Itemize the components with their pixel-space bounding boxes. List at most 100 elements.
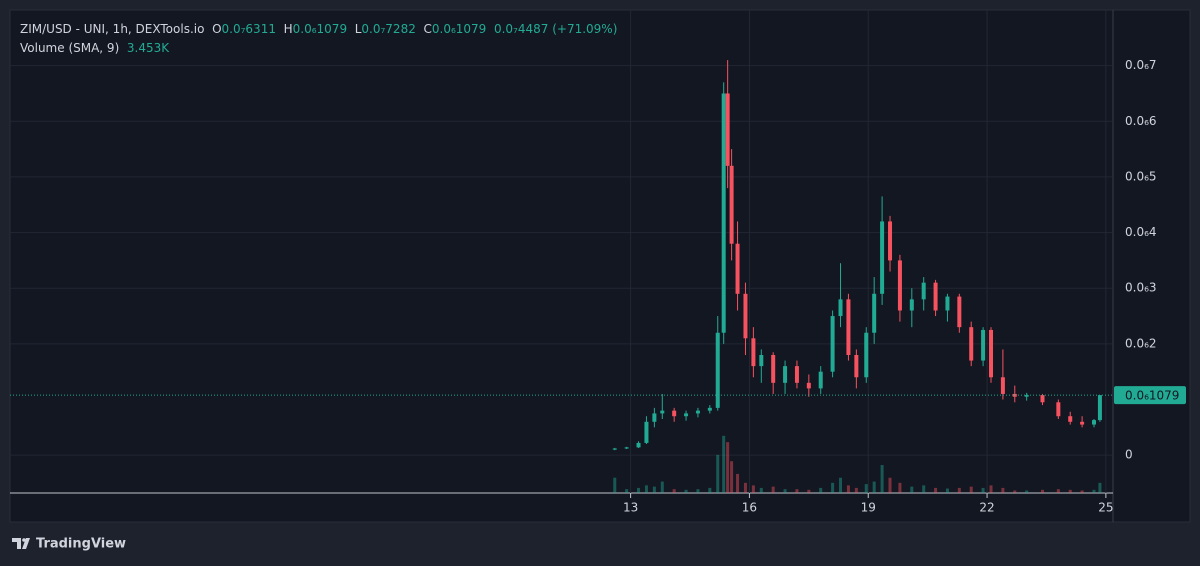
symbol: ZIM/USD - UNI, 1h, DEXTools.io [20,22,205,36]
candle-body [612,448,617,450]
volume-bar [1001,487,1005,493]
candle-body [909,299,914,311]
y-tick-label: 0.0₆7 [1125,58,1157,72]
volume-bar [644,485,648,493]
last-price-tag [1114,386,1186,405]
candle-body [888,221,893,261]
volume-bar [726,442,730,493]
volume-bar [637,487,641,493]
x-tick-label: 13 [623,501,638,515]
volume-bar [819,487,823,493]
x-tick-label: 25 [1098,501,1113,515]
volume-bar [1080,490,1084,493]
ohlc-value: 0.0₆1079 [292,22,348,36]
grid [10,10,1113,493]
volume-bar [672,489,676,493]
candle-body [981,329,986,361]
volume-bar [888,477,892,493]
volume [613,435,1102,493]
candle-body [846,299,851,355]
volume-bar [1092,489,1096,493]
y-tick-label: 0.0₆4 [1125,225,1157,239]
chart-frame [9,9,1191,523]
candle-body [880,221,885,294]
volume-bar [969,486,973,493]
candle-body [872,293,877,333]
legend-row: ZIM/USD - UNI, 1h, DEXTools.io O0.0₇6311… [20,20,617,39]
candle-body [624,447,629,449]
volume-bar [839,477,843,493]
volume-bar [1041,489,1045,493]
volume-bar [880,465,884,493]
candle-body [1080,421,1085,425]
x-tick-label: 22 [979,501,994,515]
volume-bar [625,489,629,493]
volume-bar [898,482,902,493]
y-tick-label: 0.0₆2 [1125,336,1157,350]
candle-body [794,366,799,383]
candle-body [830,316,835,372]
candle-body [729,165,734,244]
volume-bar [1056,489,1060,493]
candle-body [1000,377,1005,394]
volume-bar [795,489,799,493]
volume-value: 3.453K [126,41,170,55]
candle-body [735,243,740,294]
legend-row: Volume (SMA, 9) 3.453K [20,39,617,58]
candle-body [743,293,748,339]
candle-body [806,382,811,389]
candle-body [957,296,962,328]
brand-logo-dot [22,538,26,542]
volume-bar [854,487,858,493]
y-tick-label: 0.0₆3 [1125,281,1157,295]
candle-body [921,282,926,300]
candle-body [715,332,720,408]
volume-bar [922,485,926,493]
candle-body [864,332,869,378]
volume-bar [613,477,617,493]
volume-bar [751,485,755,493]
candle-body [1091,420,1096,425]
volume-bar [722,435,726,493]
volume-bar [807,489,811,493]
volume-bar [652,486,656,493]
volume-bar [1013,490,1017,493]
ohlc-label: H [283,22,293,36]
volume-bar [831,482,835,493]
volume-label: Volume (SMA, 9) [20,41,120,55]
candle-body [771,355,776,383]
volume-bar [945,488,949,493]
volume-bar [989,485,993,493]
volume-bar [981,487,985,493]
candle-body [1068,416,1073,422]
candle-body [644,421,649,443]
ohlc-label: L [354,22,362,36]
volume-bar [1068,489,1072,493]
change: 0.0₇4487 (+71.09%) [493,22,618,36]
ohlc-value: 0.0₇7282 [361,22,416,36]
candle-body [818,371,823,389]
x-tick-label: 19 [861,501,876,515]
candle-body [1040,395,1045,403]
candle-body [1012,393,1017,397]
last-price-label: 0.0₆1079 [1125,389,1179,403]
volume-bar [730,461,734,493]
volume-bar [743,482,747,493]
candle-body [759,355,764,367]
candle-body [707,407,712,411]
volume-bar [957,487,961,493]
x-tick-label: 16 [742,501,757,515]
candle-body [1024,395,1029,397]
volume-bar [910,486,914,493]
volume-bar [846,485,850,493]
candle-body [652,413,657,422]
candle-body [945,296,950,311]
volume-bar [684,489,688,493]
volume-bar [759,487,763,493]
brand-logo [12,538,30,549]
candle-body [725,93,730,166]
candle-body [989,329,994,378]
ohlc-value: 0.0₆1079 [431,22,487,36]
volume-bar [736,473,740,493]
